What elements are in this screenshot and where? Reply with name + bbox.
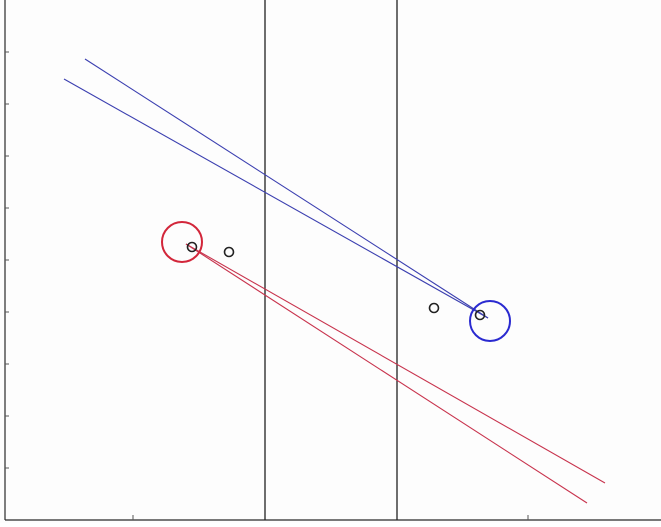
point-marker	[223, 246, 235, 258]
red-target-circle	[161, 221, 203, 263]
blue-ray-line	[63, 78, 489, 319]
red-ray-line	[185, 243, 606, 484]
point-marker	[428, 302, 440, 314]
point-marker	[186, 241, 198, 253]
blue-ray-line	[84, 58, 489, 319]
point-marker	[474, 309, 486, 321]
blue-target-circle	[469, 300, 511, 342]
red-ray-line	[185, 243, 588, 504]
